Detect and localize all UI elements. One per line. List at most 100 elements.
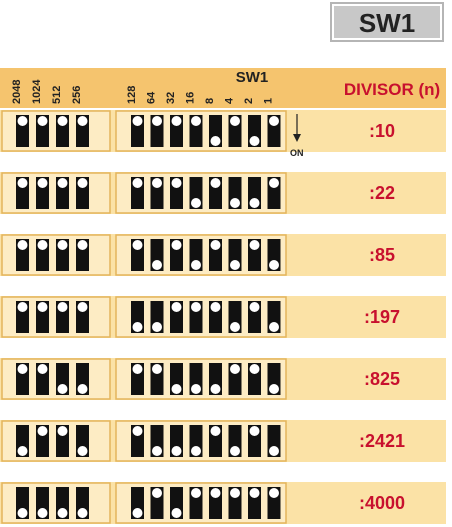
switch-knob xyxy=(77,446,88,456)
switch-knob xyxy=(269,446,279,456)
switch-weight-label: 2 xyxy=(243,98,255,104)
switch-knob xyxy=(57,426,68,436)
switch-knob xyxy=(57,508,68,518)
switch-knob xyxy=(17,240,28,250)
switch-knob xyxy=(77,384,88,394)
switch-knob xyxy=(249,198,260,208)
switch-knob xyxy=(249,488,260,498)
switch-knob xyxy=(191,488,201,498)
divisor-value: :4000 xyxy=(359,493,405,513)
switch-knob xyxy=(132,322,143,332)
divisor-value: :85 xyxy=(369,245,395,265)
on-arrow-head xyxy=(293,134,301,142)
switch-knob xyxy=(230,322,240,332)
switch-knob xyxy=(249,136,260,146)
switch-weight-label: 16 xyxy=(185,92,197,104)
switch-knob xyxy=(17,508,28,518)
switch-knob xyxy=(152,178,162,188)
switch-weight-label: 512 xyxy=(51,86,63,104)
switch-weight-label: 1024 xyxy=(31,79,43,104)
switch-knob xyxy=(230,446,240,456)
switch-knob xyxy=(210,488,221,498)
switch-knob xyxy=(210,302,221,312)
switch-knob xyxy=(191,116,201,126)
switch-knob xyxy=(230,488,240,498)
switch-knob xyxy=(249,426,260,436)
switch-knob xyxy=(152,116,162,126)
switch-knob xyxy=(57,384,68,394)
switch-knob xyxy=(77,240,88,250)
switch-knob xyxy=(77,302,88,312)
switch-knob xyxy=(152,364,162,374)
switch-weight-label: 8 xyxy=(204,98,216,104)
switch-knob xyxy=(230,364,240,374)
switch-knob xyxy=(191,302,201,312)
switch-knob xyxy=(152,322,162,332)
switch-weight-label: 32 xyxy=(165,92,177,104)
switch-knob xyxy=(269,322,279,332)
divisor-value: :825 xyxy=(364,369,400,389)
switch-knob xyxy=(17,446,28,456)
switch-knob xyxy=(17,364,28,374)
switch-weight-label: 1 xyxy=(263,98,275,104)
switch-knob xyxy=(37,240,48,250)
switch-knob xyxy=(57,178,68,188)
switch-knob xyxy=(77,116,88,126)
switch-knob xyxy=(210,178,221,188)
divisor-value: :197 xyxy=(364,307,400,327)
switch-knob xyxy=(210,136,221,146)
divisor-value: :10 xyxy=(369,121,395,141)
switch-knob xyxy=(210,384,221,394)
switch-knob xyxy=(132,426,143,436)
on-label: ON xyxy=(290,148,304,158)
switch-knob xyxy=(37,508,48,518)
switch-knob xyxy=(269,488,279,498)
switch-knob xyxy=(132,364,143,374)
header-band xyxy=(0,68,446,108)
switch-knob xyxy=(171,302,182,312)
switch-knob xyxy=(171,384,182,394)
switch-knob xyxy=(57,116,68,126)
switch-weight-label: 64 xyxy=(146,91,158,104)
switch-knob xyxy=(37,116,48,126)
switch-knob xyxy=(17,116,28,126)
switch-weight-label: 4 xyxy=(224,97,236,104)
switch-knob xyxy=(191,260,201,270)
switch-knob xyxy=(249,364,260,374)
switch-knob xyxy=(132,508,143,518)
switch-weight-label: 128 xyxy=(126,86,138,104)
switch-knob xyxy=(37,426,48,436)
switch-knob xyxy=(17,178,28,188)
switch-knob xyxy=(269,384,279,394)
switch-knob xyxy=(210,240,221,250)
switch-knob xyxy=(171,240,182,250)
divisor-label: DIVISOR (n) xyxy=(344,80,440,99)
switch-knob xyxy=(77,508,88,518)
switch-weight-label: 256 xyxy=(71,86,83,104)
switch-knob xyxy=(269,116,279,126)
switch-knob xyxy=(230,116,240,126)
switch-knob xyxy=(152,446,162,456)
switch-knob xyxy=(37,178,48,188)
switch-knob xyxy=(269,260,279,270)
divisor-value: :22 xyxy=(369,183,395,203)
switch-knob xyxy=(152,260,162,270)
title: SW1 xyxy=(359,8,415,38)
switch-knob xyxy=(17,302,28,312)
group-label: SW1 xyxy=(236,69,269,86)
switch-knob xyxy=(132,178,143,188)
switch-knob xyxy=(77,178,88,188)
switch-knob xyxy=(230,260,240,270)
switch-knob xyxy=(191,446,201,456)
switch-knob xyxy=(230,198,240,208)
switch-knob xyxy=(171,178,182,188)
switch-knob xyxy=(132,116,143,126)
switch-knob xyxy=(171,508,182,518)
switch-knob xyxy=(191,384,201,394)
title-box-inner xyxy=(332,4,442,40)
switch-knob xyxy=(191,198,201,208)
switch-weight-label: 2048 xyxy=(11,80,23,104)
switch-knob xyxy=(37,302,48,312)
switch-knob xyxy=(249,302,260,312)
